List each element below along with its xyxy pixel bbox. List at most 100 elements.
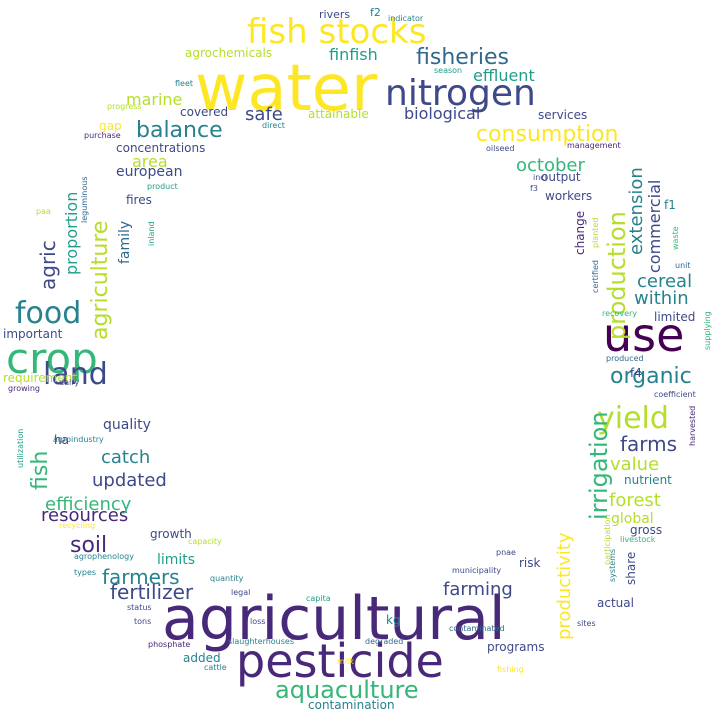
word-limits: limits — [157, 552, 196, 568]
word-covered: covered — [180, 105, 229, 119]
word-slaughterhouses: slaughterhouses — [228, 637, 295, 646]
word-status: status — [127, 603, 152, 612]
word-effluent: effluent — [473, 66, 535, 85]
word-risk: risk — [519, 556, 541, 570]
word-yield: yield — [597, 401, 669, 436]
word-cereal: cereal — [637, 271, 693, 292]
word-aquaculture: aquaculture — [275, 676, 419, 704]
word-planted: planted — [591, 217, 600, 248]
word-capacity: capacity — [188, 537, 222, 546]
word-fleet: fleet — [175, 79, 194, 88]
word-management: management — [567, 141, 621, 150]
word-consumption: consumption — [476, 122, 619, 147]
word-october: october — [516, 155, 585, 176]
word-soil: soil — [70, 533, 108, 558]
word-types: types — [74, 568, 97, 577]
word-food: food — [15, 296, 82, 331]
word-oilseed: oilseed — [486, 144, 515, 153]
word-incl: incl — [533, 173, 547, 182]
word-paa: paa — [36, 207, 51, 216]
word-municipality: municipality — [452, 566, 502, 575]
word-fishing: fishing — [497, 665, 524, 674]
word-gross: gross — [630, 523, 663, 537]
word-agricultural: agricultural — [162, 584, 506, 654]
word-water: water — [195, 52, 378, 126]
word-recycling: recycling — [59, 521, 96, 530]
word-biological: biological — [404, 104, 481, 123]
word-marine: marine — [126, 90, 183, 109]
word-loss: loss — [250, 617, 266, 626]
word-within: within — [634, 288, 689, 309]
word-gap: gap — [99, 119, 122, 133]
word-crop: crop — [6, 334, 98, 383]
word-attainable: attainable — [308, 107, 369, 121]
word-growing: growing — [8, 384, 40, 393]
word-requirement: requirement — [3, 371, 78, 385]
word-f2: f2 — [370, 6, 381, 19]
word-proportion: proportion — [62, 191, 81, 275]
word-concentrations: concentrations — [116, 141, 206, 155]
word-inland: inland — [147, 221, 156, 246]
word-growth: growth — [150, 527, 192, 541]
word-services: services — [538, 108, 588, 122]
word-coefficient: coefficient — [654, 390, 696, 399]
word-limited: limited — [654, 310, 696, 324]
word-phosphate: phosphate — [148, 640, 191, 649]
word-farms: farms — [620, 432, 678, 456]
word-livestock: livestock — [620, 535, 656, 544]
word-waste: waste — [671, 226, 680, 250]
word-share: share — [624, 551, 638, 585]
word-european: european — [116, 164, 183, 180]
word-progress: progress — [107, 102, 142, 111]
word-pesticide: pesticide — [236, 634, 444, 688]
word-agroindustry: agroindustry — [53, 435, 104, 444]
word-leguminous: leguminous — [80, 176, 89, 223]
word-f4: f4 — [630, 366, 642, 380]
word-commercial: commercial — [645, 179, 664, 273]
word-contamination: contamination — [308, 698, 395, 712]
word-cattle: cattle — [204, 663, 227, 672]
word-fish-stocks: fish stocks — [247, 12, 427, 52]
word-agriculture: agriculture — [88, 220, 113, 340]
word-purchase: purchase — [84, 131, 121, 140]
word-finfish: finfish — [329, 45, 378, 64]
word-f3: f3 — [530, 184, 538, 193]
word-sites: sites — [577, 619, 596, 628]
word-milk: milk — [337, 657, 354, 666]
word-productivity: productivity — [554, 532, 575, 640]
word-participation: participation — [603, 514, 612, 565]
word-area: area — [132, 152, 168, 171]
word-farmers: farmers — [102, 565, 180, 589]
word-f1: f1 — [664, 198, 676, 212]
word-balance: balance — [136, 118, 223, 143]
word-actual: actual — [597, 596, 634, 610]
word-important: important — [3, 327, 63, 341]
word-use: use — [603, 308, 685, 362]
word-programs: programs — [487, 640, 545, 654]
word-catch: catch — [101, 447, 151, 468]
word-product: product — [147, 182, 178, 191]
word-recovery: recovery — [602, 309, 638, 318]
word-tons: tons — [134, 617, 152, 626]
word-indicator: indicator — [388, 14, 424, 23]
word-certified: certified — [591, 259, 600, 293]
word-nutrient: nutrient — [624, 473, 672, 487]
word-quality: quality — [103, 417, 151, 433]
word-fires: fires — [126, 193, 152, 207]
word-unit: unit — [675, 261, 691, 270]
word-kg: kg — [386, 613, 401, 627]
word-fertilizer: fertilizer — [110, 580, 194, 604]
word-direct: direct — [262, 121, 285, 130]
word-forest: forest — [609, 490, 661, 511]
word-irrigation: irrigation — [585, 411, 613, 520]
word-output: output — [541, 170, 581, 184]
word-resources: resources — [41, 505, 129, 526]
word-ha: ha — [54, 433, 69, 447]
word-efficiency: efficiency — [45, 494, 132, 515]
word-change: change — [573, 210, 587, 255]
word-degraded: degraded — [365, 637, 404, 646]
word-dairy: dairy — [59, 378, 80, 387]
word-extension: extension — [626, 167, 647, 255]
word-value: value — [610, 454, 660, 475]
